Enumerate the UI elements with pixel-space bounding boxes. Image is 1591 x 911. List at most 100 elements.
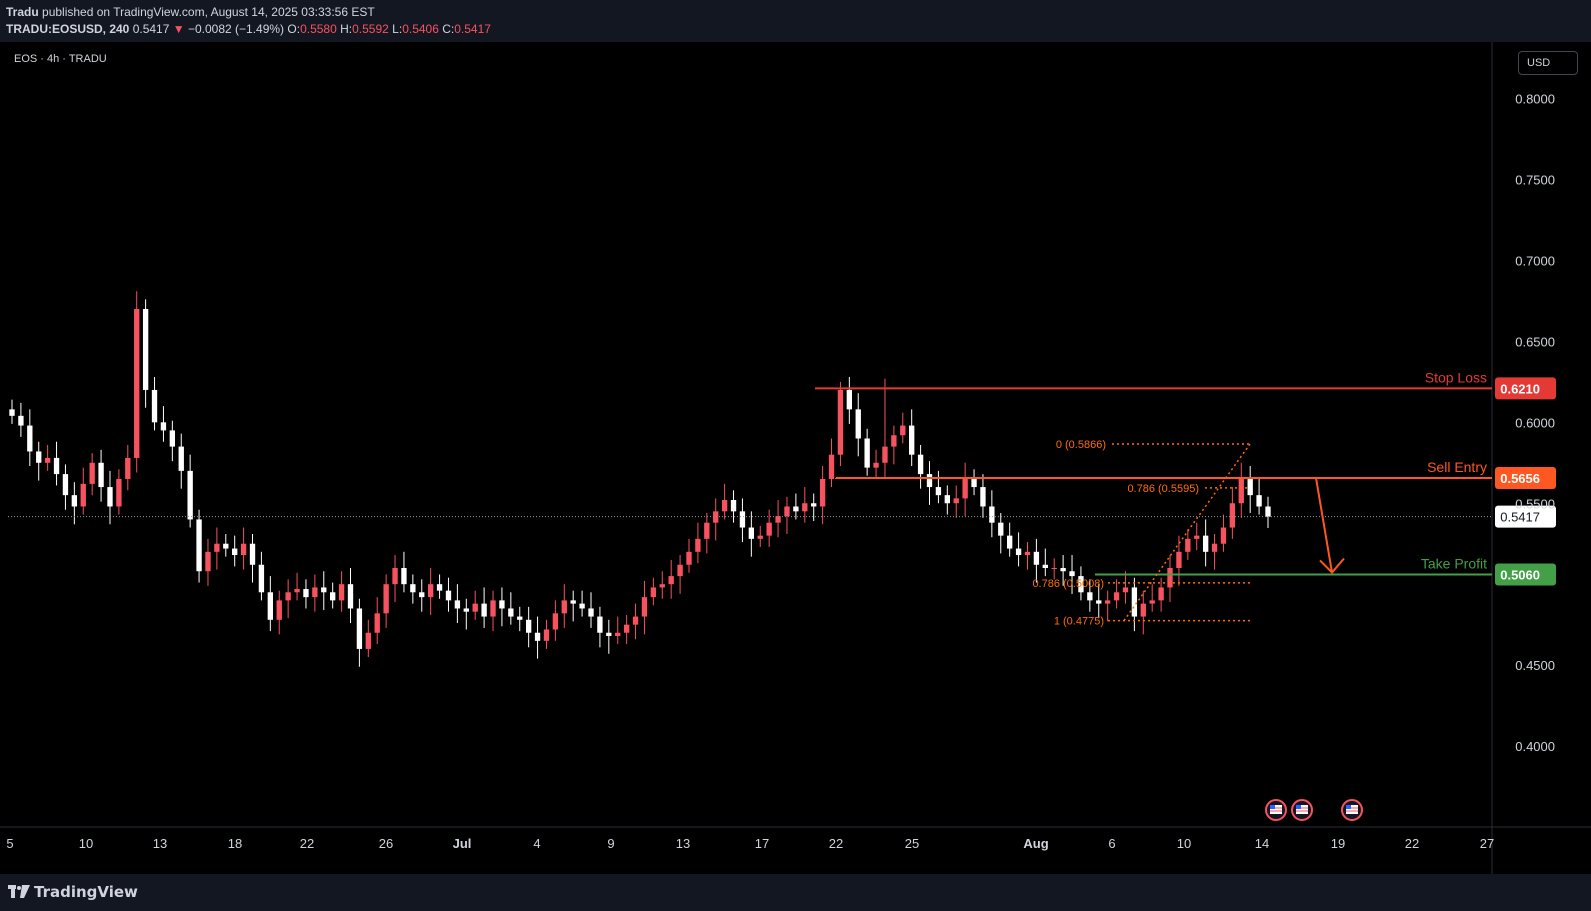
currency-button[interactable]: USD <box>1518 51 1578 75</box>
author-name[interactable]: Tradu <box>6 5 39 19</box>
candle-body <box>855 409 861 439</box>
tick-group: 0.8000 0.7500 0.7000 0.6500 0.6000 0.5500 0.45… <box>6 92 1555 851</box>
candle-body <box>748 527 755 539</box>
candle-body <box>187 470 193 520</box>
candle-body <box>766 522 772 536</box>
candle-body <box>641 597 648 617</box>
candle-body <box>9 409 15 416</box>
candle-body <box>463 608 469 612</box>
candle-body <box>1131 587 1138 617</box>
candle-body <box>1238 478 1244 504</box>
candle-body <box>1167 568 1173 588</box>
tradingview-logo-icon <box>8 885 30 898</box>
chart-area[interactable]: 0.5417 Stop Loss 0.6210 Sell Entry 0.5656 Tak… <box>0 42 1591 874</box>
candle-body <box>116 478 122 507</box>
candle-body <box>597 616 603 633</box>
publication-line: Tradu published on TradingView.com, Augu… <box>6 5 375 19</box>
candle-body <box>819 478 826 507</box>
tradingview-logo[interactable]: TradingView <box>8 883 138 901</box>
x-tick-label: 4 <box>533 836 540 851</box>
candle-body <box>383 584 389 614</box>
candle-body <box>882 446 888 463</box>
chart-header: Tradu published on TradingView.com, Augu… <box>0 0 1591 42</box>
candle-body <box>1087 592 1093 601</box>
y-tick-label: 0.7000 <box>1515 253 1555 268</box>
published-text: published on TradingView.com, August 14,… <box>42 5 375 19</box>
open-label: O: <box>287 22 301 36</box>
change-arrow: ▼ <box>172 22 185 36</box>
candle-body <box>686 551 692 565</box>
candle-body <box>1149 600 1155 604</box>
candle-body <box>499 600 505 609</box>
candle-body <box>18 415 24 426</box>
x-tick-label: Jul <box>453 836 472 851</box>
candle-body <box>695 538 701 552</box>
candle-body <box>196 519 202 572</box>
candle-body <box>330 592 336 601</box>
candle-body <box>802 503 808 512</box>
footer: TradingView <box>0 874 1591 911</box>
us-event-flag-icon <box>1265 799 1287 821</box>
candle-body <box>980 487 986 507</box>
x-tick-label: 14 <box>1255 836 1269 851</box>
candle-body <box>650 587 657 598</box>
candle-body <box>909 425 915 455</box>
high-value: 0.5592 <box>352 22 389 36</box>
y-tick-label: 0.8000 <box>1515 92 1555 107</box>
event-flag-body <box>1296 805 1308 814</box>
candle-body <box>998 522 1004 536</box>
x-tick-label: 22 <box>1405 836 1419 851</box>
candle-body <box>223 543 229 549</box>
candle-body <box>1256 495 1262 507</box>
last-price-badge <box>1495 505 1556 528</box>
candle-body <box>811 503 817 507</box>
candle-body <box>374 613 380 633</box>
candle-body <box>793 506 799 512</box>
x-tick-label: 5 <box>6 836 13 851</box>
candle-body <box>160 422 167 431</box>
candle-body <box>1060 568 1066 572</box>
high-label: H: <box>340 22 353 36</box>
price-chart[interactable]: 0.5417 Stop Loss 0.6210 Sell Entry 0.5656 Tak… <box>0 42 1591 874</box>
x-tick-label: 26 <box>379 836 393 851</box>
price-change: −0.0082 (−1.49%) <box>187 22 285 36</box>
take-profit-price-label: 0.5060 <box>1500 567 1540 582</box>
sell-entry-price-label: 0.5656 <box>1500 471 1540 486</box>
x-tick-label: 27 <box>1480 836 1494 851</box>
candle-body <box>347 584 354 609</box>
candle-body <box>775 516 781 523</box>
candle-body <box>240 543 247 556</box>
candle-body <box>828 454 835 479</box>
fib-level-label: 0.786 (0.5008) <box>1032 578 1104 590</box>
stop-loss-price-label: 0.6210 <box>1500 381 1540 396</box>
candle-body <box>721 500 728 512</box>
candle-body <box>1051 568 1057 569</box>
candle-body <box>552 613 559 630</box>
us-event-flag-icon <box>1341 799 1363 821</box>
candle-body <box>891 435 897 447</box>
candle-body <box>677 564 683 577</box>
candle-body <box>258 564 265 593</box>
candle-body <box>445 590 452 601</box>
candle-body <box>454 600 461 609</box>
candle-body <box>1069 571 1075 577</box>
candle-body <box>436 584 443 591</box>
take-profit-name-label: Take Profit <box>1421 555 1487 571</box>
candle-body <box>321 587 327 593</box>
x-tick-label: 13 <box>676 836 690 851</box>
candle-body <box>178 446 184 471</box>
y-tick-label: 0.4500 <box>1515 658 1555 673</box>
candle-body <box>623 624 630 633</box>
candle-body <box>534 632 541 641</box>
candle-body <box>44 457 51 463</box>
open-value: 0.5580 <box>300 22 337 36</box>
candle-body <box>62 474 69 496</box>
candle-body <box>784 506 790 517</box>
candle-body <box>490 600 496 617</box>
candle-body <box>570 600 576 604</box>
sell-entry-name-label: Sell Entry <box>1427 459 1487 475</box>
candle-body <box>1113 592 1120 601</box>
candle-body <box>588 608 594 617</box>
candle-body <box>1202 535 1209 552</box>
candle-body <box>1078 576 1084 593</box>
